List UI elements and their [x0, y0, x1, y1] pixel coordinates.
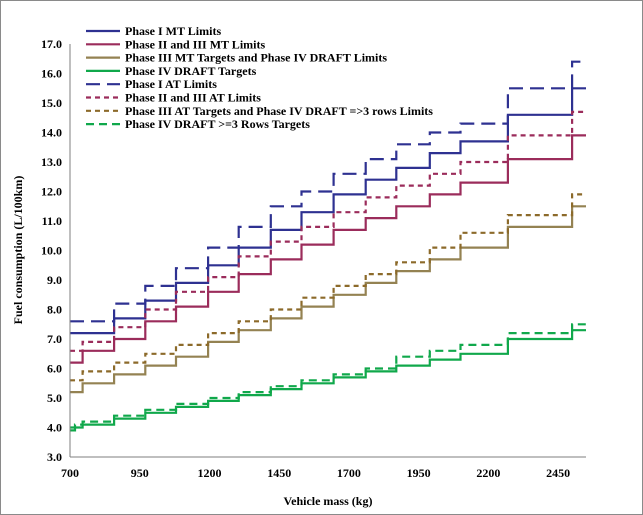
- series-line-7: [70, 193, 586, 382]
- series-line-5: [70, 60, 586, 323]
- x-tick-label: 1700: [337, 466, 361, 480]
- y-tick-label: 15.0: [41, 96, 62, 110]
- y-axis-title: Fuel consumption (L/100km): [11, 176, 25, 325]
- series-line-3: [70, 205, 586, 394]
- legend-label: Phase II and III MT Limits: [125, 37, 265, 51]
- y-tick-label: 5.0: [47, 391, 62, 405]
- legend-label: Phase I AT Limits: [125, 77, 217, 91]
- series-layer: [70, 60, 586, 432]
- legend-label: Phase III MT Targets and Phase IV DRAFT …: [125, 51, 387, 65]
- y-tick-label: 10.0: [41, 244, 62, 258]
- y-tick-label: 9.0: [47, 273, 62, 287]
- x-tick-label: 1950: [407, 466, 431, 480]
- x-tick-label: 700: [61, 466, 79, 480]
- series-line-1: [70, 87, 586, 335]
- legend-label: Phase III AT Targets and Phase IV DRAFT …: [125, 104, 433, 118]
- y-tick-label: 12.0: [41, 185, 62, 199]
- series-line-8: [70, 323, 586, 429]
- y-tick-label: 8.0: [47, 303, 62, 317]
- x-tick-label: 1200: [197, 466, 221, 480]
- y-tick-label: 3.0: [47, 450, 62, 464]
- y-tick-label: 13.0: [41, 155, 62, 169]
- y-tick-label: 16.0: [41, 67, 62, 81]
- x-tick-labels: 700 950 1200 1450 1700 1950 2200 2450: [61, 466, 570, 480]
- y-tick-label: 7.0: [47, 332, 62, 346]
- series-line-2: [70, 134, 586, 364]
- y-tick-label: 11.0: [42, 214, 62, 228]
- y-tick-label: 4.0: [47, 421, 62, 435]
- axes: [69, 44, 586, 458]
- x-tick-label: 2450: [546, 466, 570, 480]
- y-tick-labels: 3.0 4.0 5.0 6.0 7.0 8.0 9.0 10.0 11.0 12.0 13.0 14.…: [41, 37, 62, 464]
- x-tick-label: 1450: [267, 466, 291, 480]
- y-tick-label: 6.0: [47, 362, 62, 376]
- legend-label: Phase I MT Limits: [125, 24, 221, 38]
- x-tick-label: 2200: [476, 466, 500, 480]
- x-axis-title: Vehicle mass (kg): [284, 494, 373, 508]
- legend-label: Phase IV DRAFT Targets: [125, 64, 257, 78]
- plot-area: [70, 44, 586, 457]
- series-line-4: [70, 329, 586, 432]
- legend-label: Phase IV DRAFT >=3 Rows Targets: [125, 117, 310, 131]
- x-tick-label: 950: [131, 466, 149, 480]
- series-line-6: [70, 110, 586, 352]
- y-tick-label: 14.0: [41, 126, 62, 140]
- y-tick-label: 17.0: [41, 37, 62, 51]
- legend-label: Phase II and III AT Limits: [125, 91, 261, 105]
